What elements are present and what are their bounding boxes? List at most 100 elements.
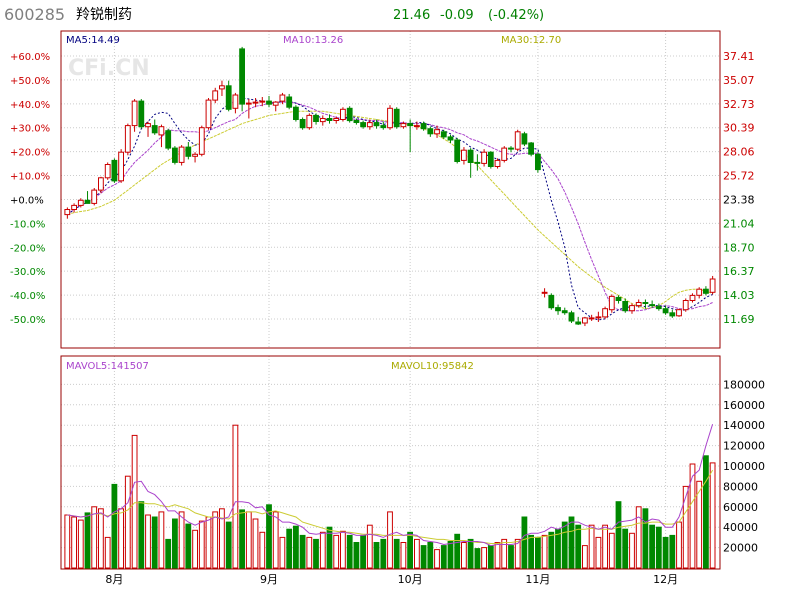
volume-bar — [346, 534, 353, 569]
candle-body — [467, 149, 474, 163]
volume-bar — [98, 508, 104, 569]
volume-tick-label: 120000 — [723, 440, 765, 453]
candle — [225, 80, 232, 112]
candle-body — [165, 130, 172, 149]
candle — [84, 191, 91, 204]
candle — [165, 128, 172, 151]
candle — [561, 307, 568, 315]
candle — [608, 294, 615, 313]
candle — [440, 129, 447, 139]
volume-bar — [535, 536, 541, 569]
candle-body — [535, 153, 541, 171]
candle-body — [299, 119, 306, 129]
month-label: 8月 — [105, 573, 123, 586]
volume-bar — [635, 506, 642, 569]
volume-bar — [205, 516, 212, 569]
volume-bar — [158, 511, 165, 569]
stock-code: 600285 — [4, 5, 65, 24]
volume-bar — [124, 475, 131, 569]
candle-body — [662, 308, 669, 314]
volume-bar — [588, 524, 595, 569]
candle — [703, 286, 709, 296]
candle-body — [145, 123, 151, 128]
volume-bar — [306, 536, 313, 569]
candle-body — [440, 131, 447, 138]
candle — [568, 310, 575, 323]
price-tick-label: 30.39 — [723, 122, 755, 135]
volume-bar — [219, 508, 225, 569]
month-label: 12月 — [653, 573, 678, 586]
volume-bar — [84, 512, 91, 569]
price-percent-axis: +60.0% +50.0% +40.0% +30.0% +20.0% +10.0% +0.0… — [10, 52, 50, 326]
volume-bar — [440, 545, 447, 569]
volume-bar — [481, 547, 488, 569]
volume-bar — [259, 531, 266, 569]
volume-tick-label: 60000 — [723, 501, 758, 514]
ma5-legend: MA5:14.49 — [66, 35, 120, 46]
candle — [326, 114, 333, 124]
percent-tick-label: +10.0% — [10, 172, 50, 183]
candle-body — [642, 302, 649, 304]
price-tick-label: 14.03 — [723, 289, 755, 302]
candle-body — [393, 108, 400, 128]
volume-bar — [319, 531, 326, 569]
price-panel: CFi.CN +60.0% +50.0% +40.0% +30.0% +20.0% +10… — [10, 30, 755, 349]
candle — [104, 162, 111, 180]
candle-body — [151, 125, 158, 134]
volume-bar — [279, 536, 286, 569]
ma30-legend: MA30:12.70 — [501, 35, 561, 46]
volume-panel: 180000 160000 140000 120000 100000 80000 60000… — [60, 355, 765, 570]
candle-body — [138, 100, 145, 128]
candle-body — [219, 85, 225, 90]
volume-bar — [568, 516, 575, 569]
candle — [77, 198, 84, 208]
candle — [353, 118, 360, 125]
volume-bar — [662, 536, 669, 569]
ma10-legend: MA10:13.26 — [283, 35, 343, 46]
candle — [158, 124, 165, 148]
percent-tick-label: +20.0% — [10, 148, 50, 159]
volume-bar — [366, 524, 373, 569]
candle — [360, 120, 367, 129]
volume-bar — [198, 520, 205, 569]
candle — [420, 121, 427, 131]
volume-bar — [629, 532, 635, 569]
candle-body — [360, 122, 367, 128]
month-label: 9月 — [260, 573, 278, 586]
candle-body — [380, 125, 387, 129]
candle-body — [306, 114, 313, 129]
candle-body — [98, 177, 104, 191]
candle — [138, 99, 145, 129]
volume-bar — [615, 501, 622, 569]
volume-bar — [400, 542, 407, 569]
candle-body — [582, 317, 588, 324]
candle — [91, 188, 98, 206]
candle-body — [192, 153, 198, 157]
volume-bar — [387, 511, 393, 569]
candle-body — [602, 308, 609, 318]
candle — [393, 107, 400, 129]
volume-bar — [521, 516, 528, 569]
candle-body — [252, 101, 259, 104]
candle — [232, 92, 239, 114]
price-tick-label: 37.41 — [723, 50, 755, 63]
candle — [407, 119, 414, 153]
volume-bar — [467, 538, 474, 569]
candle-body — [420, 123, 427, 130]
mavol5-legend: MAVOL5:141507 — [66, 361, 149, 372]
candle-body — [595, 316, 602, 319]
candle — [427, 126, 434, 137]
volume-bar — [582, 545, 588, 569]
volume-bar — [91, 506, 98, 569]
candle-body — [326, 118, 333, 121]
candle-body — [77, 199, 84, 206]
candle-body — [286, 96, 293, 108]
candle-body — [293, 106, 299, 120]
price-panel-frame — [60, 30, 721, 349]
volume-bar — [293, 525, 299, 569]
volume-bar — [286, 528, 293, 569]
candle-body — [185, 146, 192, 157]
candle — [64, 207, 71, 219]
candle-body — [205, 99, 212, 129]
